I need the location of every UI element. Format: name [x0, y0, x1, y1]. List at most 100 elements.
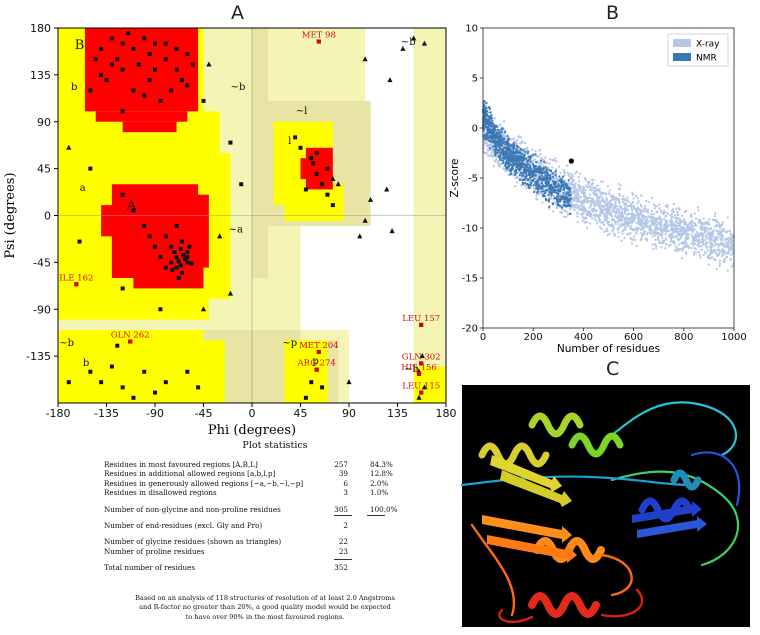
residue-point	[93, 57, 98, 62]
xray-point	[658, 207, 661, 210]
strands	[482, 455, 707, 563]
xray-point	[707, 228, 710, 231]
nmr-point	[541, 182, 544, 185]
xray-point	[552, 171, 555, 174]
xray-point	[703, 239, 706, 242]
nmr-point	[537, 190, 540, 193]
xray-point	[679, 224, 682, 227]
xray-point	[685, 225, 688, 228]
xray-point	[624, 208, 627, 211]
nmr-point	[562, 196, 565, 199]
xray-point	[720, 231, 723, 234]
xray-point	[572, 184, 575, 187]
xray-point	[575, 203, 578, 206]
xray-point	[677, 213, 680, 216]
xray-point	[520, 173, 523, 176]
xray-point	[482, 137, 485, 140]
nmr-point	[491, 135, 494, 138]
xray-point	[581, 213, 584, 216]
nmr-point	[514, 163, 517, 166]
xray-point	[691, 229, 694, 232]
stats-rule	[367, 515, 385, 516]
xray-point	[482, 143, 485, 146]
glycine-point	[206, 61, 212, 67]
xray-point	[715, 221, 718, 224]
xray-point	[663, 239, 666, 242]
nmr-point	[495, 125, 498, 128]
xray-point	[525, 180, 528, 183]
xray-point	[626, 217, 629, 220]
xray-point	[710, 243, 713, 246]
xray-point	[690, 247, 693, 250]
xray-point	[635, 228, 638, 231]
xray-point	[713, 259, 716, 262]
nmr-point	[539, 177, 542, 180]
nmr-point	[529, 176, 532, 179]
glycine-point	[421, 384, 428, 390]
xray-point	[510, 138, 513, 141]
xray-point	[714, 212, 717, 215]
nmr-point	[522, 174, 525, 177]
xray-point	[684, 245, 687, 248]
xray-point	[675, 236, 678, 239]
residue-point	[126, 31, 131, 36]
nmr-point	[494, 124, 497, 127]
xray-point	[708, 240, 711, 243]
xray-point	[660, 246, 663, 249]
stats-count: 3	[343, 488, 348, 498]
nmr-point	[525, 173, 528, 176]
xray-point	[702, 232, 705, 235]
xray-point	[610, 202, 613, 205]
stats-label: Residues in most favoured regions [A,B,L…	[104, 460, 258, 469]
xray-point	[694, 242, 697, 245]
residue-point	[174, 265, 179, 270]
xray-point	[598, 202, 601, 205]
xray-point	[663, 218, 666, 221]
xray-point	[608, 200, 611, 203]
xray-point	[596, 196, 599, 199]
xray-point	[482, 147, 485, 150]
legend-swatch-xray	[673, 39, 691, 47]
xray-point	[723, 228, 726, 231]
xray-point	[591, 208, 594, 211]
nmr-point	[505, 166, 508, 169]
strand-blue	[632, 501, 702, 523]
xray-point	[713, 229, 716, 232]
xray-point	[716, 238, 719, 241]
xray-point	[637, 214, 640, 217]
xray-point	[566, 164, 569, 167]
xray-point	[690, 242, 693, 245]
nmr-point	[496, 128, 499, 131]
xray-point	[698, 245, 701, 248]
nmr-point	[513, 155, 516, 158]
glycine-point	[357, 233, 363, 239]
xray-point	[700, 245, 703, 248]
nmr-point	[556, 198, 559, 201]
y-tick-label: -10	[462, 224, 478, 235]
xray-point	[643, 227, 646, 230]
xray-point	[582, 211, 585, 214]
residue-point	[131, 208, 136, 213]
nmr-point	[492, 132, 495, 135]
loop-teal	[460, 475, 694, 487]
nmr-point	[495, 148, 498, 151]
glycine-point	[227, 290, 234, 296]
xray-point	[537, 155, 540, 158]
xray-point	[605, 227, 608, 230]
xray-point	[632, 227, 635, 230]
xray-point	[559, 201, 562, 204]
xray-point	[679, 233, 682, 236]
residue-point	[163, 57, 168, 62]
nmr-point	[530, 155, 533, 158]
xray-point	[616, 211, 619, 214]
nmr-point	[568, 187, 571, 190]
nmr-point	[535, 170, 538, 173]
xray-point	[631, 220, 634, 223]
xray-point	[521, 158, 524, 161]
xray-point	[662, 241, 665, 244]
xray-point	[695, 237, 698, 240]
xray-point	[612, 207, 615, 210]
xray-point	[628, 232, 631, 235]
region-label: ~b	[231, 82, 246, 93]
nmr-point	[487, 115, 490, 118]
